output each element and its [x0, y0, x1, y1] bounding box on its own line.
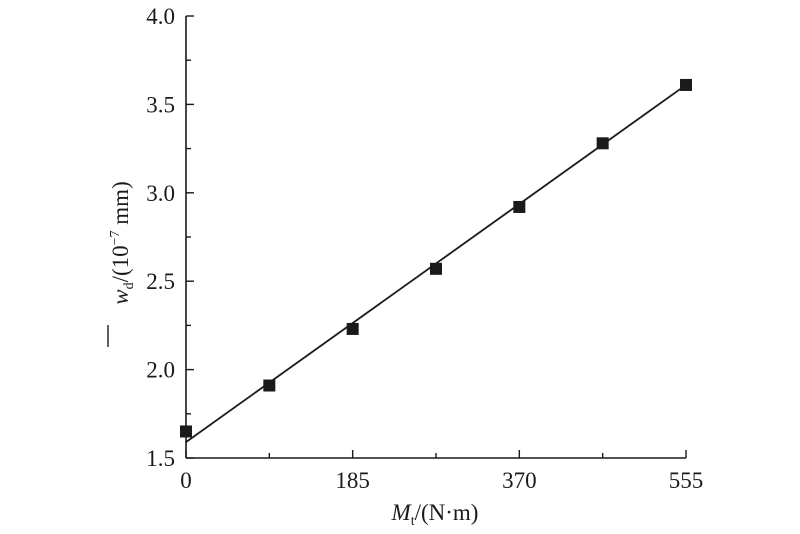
data-point	[680, 78, 692, 91]
x-tick-label: 370	[502, 468, 537, 493]
data-point	[180, 425, 192, 438]
data-point	[596, 137, 609, 150]
y-tick-label: 1.5	[146, 446, 175, 471]
x-axis-ticks: 0 185 370 555	[180, 450, 703, 493]
y-tick-label: 3.0	[146, 181, 175, 206]
svg-text:wd/(10−7 mm): wd/(10−7 mm)	[108, 181, 137, 305]
x-tick-label: 185	[335, 468, 370, 493]
data-point	[346, 322, 359, 335]
data-point	[513, 200, 526, 213]
y-axis-ticks: 1.5 2.0 2.5 3.0 3.5 4.0	[146, 4, 194, 471]
y-axis-title: wd/(10−7 mm)	[107, 181, 137, 347]
x-tick-label: 555	[669, 468, 704, 493]
data-point	[430, 262, 442, 275]
y-tick-label: 3.5	[146, 92, 175, 117]
x-tick-label: 0	[180, 468, 192, 493]
y-tick-label: 2.0	[146, 358, 175, 383]
x-axis-title: Mt/(N·m)	[391, 500, 479, 529]
data-points	[180, 78, 692, 438]
data-point	[263, 379, 276, 392]
y-tick-label: 2.5	[146, 269, 175, 294]
y-tick-label: 4.0	[146, 4, 175, 29]
